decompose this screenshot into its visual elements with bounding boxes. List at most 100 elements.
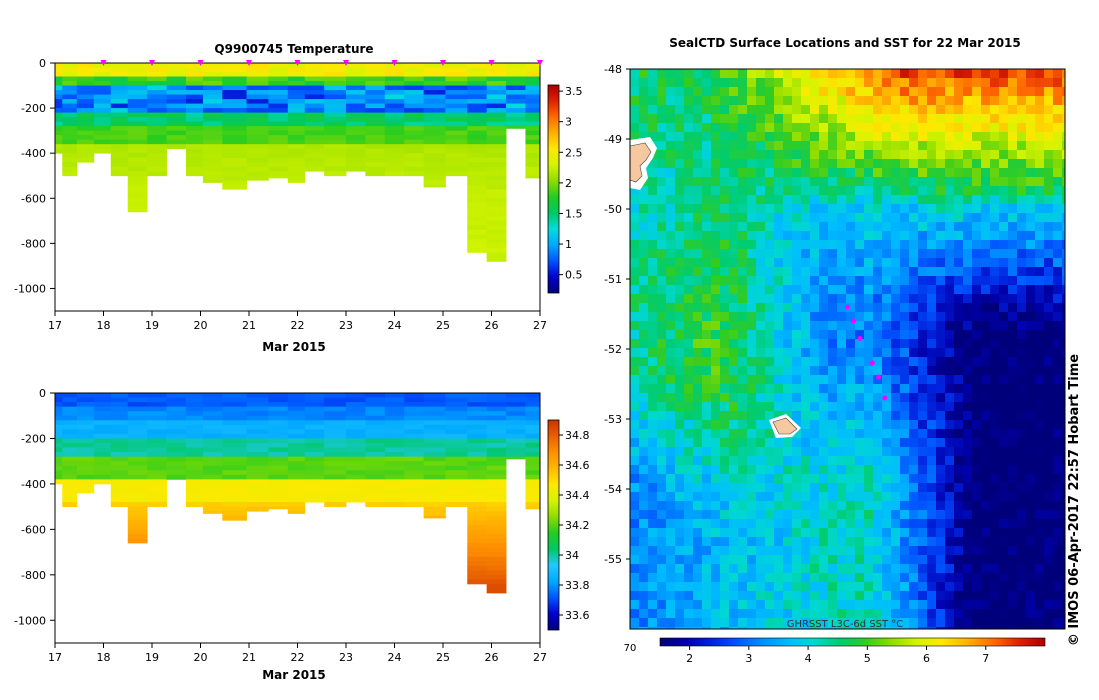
temperature-cell (166, 67, 187, 73)
sst-cell (810, 510, 820, 520)
sst-cell (900, 528, 910, 538)
sst-cell (927, 375, 937, 385)
temperature-cell (445, 99, 468, 104)
sst-cell (981, 537, 991, 547)
temperature-cell (423, 121, 446, 127)
sst-cell (1017, 222, 1027, 232)
sst-cell (855, 348, 865, 358)
salinity-cell (423, 402, 446, 408)
salinity-cell (525, 488, 540, 494)
salinity-cell (127, 429, 148, 435)
sst-cell (972, 393, 982, 403)
sst-cell (990, 168, 1000, 178)
temperature-cell (76, 72, 95, 77)
temperature-cell (268, 67, 289, 73)
temperature-cell (76, 108, 95, 113)
salinity-cell (127, 524, 148, 530)
sst-cell (1026, 213, 1036, 223)
sst-cell (864, 627, 874, 629)
sst-cell (756, 627, 766, 629)
salinity-cell (287, 438, 306, 444)
temperature-cell (384, 85, 405, 91)
sst-cell (693, 69, 703, 79)
temperature-cell (365, 72, 386, 77)
temperature-cell (222, 72, 247, 77)
salinity-cell (506, 393, 526, 398)
salinity-cell (404, 438, 424, 444)
sst-cell (891, 285, 901, 295)
sst-cell (855, 195, 865, 205)
sst-cell (891, 132, 901, 142)
salinity-cell (304, 474, 325, 480)
salinity-cell (525, 456, 540, 462)
sst-cell (693, 303, 703, 313)
sst-cell (675, 357, 685, 367)
salinity-cell (324, 429, 347, 435)
temperature-cell (365, 63, 386, 68)
sst-cell (639, 483, 649, 493)
sst-cell (1008, 303, 1018, 313)
x-tick-label: 17 (48, 319, 62, 332)
temperature-cell (222, 166, 247, 172)
sst-cell (936, 582, 946, 592)
temperature-cell (55, 99, 63, 104)
sst-cell (900, 501, 910, 511)
sst-cell (747, 213, 757, 223)
sst-cell (909, 492, 919, 502)
salinity-cell (202, 461, 223, 467)
sst-cell (954, 258, 964, 268)
sst-cell (819, 591, 829, 601)
sst-cell (855, 258, 865, 268)
sst-cell (846, 555, 856, 565)
seal-positions (845, 304, 888, 401)
temperature-cell (166, 94, 187, 100)
sst-cell (738, 285, 748, 295)
sst-cell (756, 69, 766, 79)
sst-cell (648, 114, 658, 124)
sst-cell (657, 519, 667, 529)
sst-cell (810, 69, 820, 79)
sst-cell (639, 96, 649, 106)
sst-cell (873, 420, 883, 430)
sst-cell (1008, 393, 1018, 403)
salinity-cell (246, 397, 269, 403)
sst-cell (1062, 168, 1065, 178)
sst-cell (900, 600, 910, 610)
sst-cell (792, 96, 802, 106)
sst-cell (873, 105, 883, 115)
salinity-cell (222, 470, 247, 476)
sst-cell (900, 366, 910, 376)
sst-cell (927, 69, 937, 79)
sst-cell (792, 339, 802, 349)
sst-cell (675, 519, 685, 529)
temperature-cell (222, 63, 247, 68)
sst-cell (765, 177, 775, 187)
salinity-cell (185, 497, 204, 503)
sst-cell (855, 87, 865, 97)
sst-cell (1017, 591, 1027, 601)
sst-cell (756, 294, 766, 304)
kerguelen-land (630, 142, 652, 183)
salinity-cell (486, 474, 507, 480)
salinity-cell (268, 438, 289, 444)
salinity-cell (445, 406, 468, 412)
sst-cell (810, 339, 820, 349)
salinity-cell (76, 465, 95, 471)
sst-cell (1035, 348, 1045, 358)
sst-cell (1035, 96, 1045, 106)
sst-cell (783, 87, 793, 97)
sst-cell (1044, 204, 1054, 214)
salinity-cell (445, 470, 468, 476)
salinity-cell (287, 497, 306, 503)
sst-cell (657, 429, 667, 439)
sst-cell (828, 618, 838, 628)
sst-cell (792, 510, 802, 520)
sst-cell (927, 357, 937, 367)
sst-cell (783, 78, 793, 88)
salinity-cell (246, 406, 269, 412)
temperature-cell (55, 103, 63, 109)
salinity-cell (467, 570, 488, 576)
sst-cell (765, 294, 775, 304)
sst-cell (963, 429, 973, 439)
salinity-cell (76, 393, 95, 398)
